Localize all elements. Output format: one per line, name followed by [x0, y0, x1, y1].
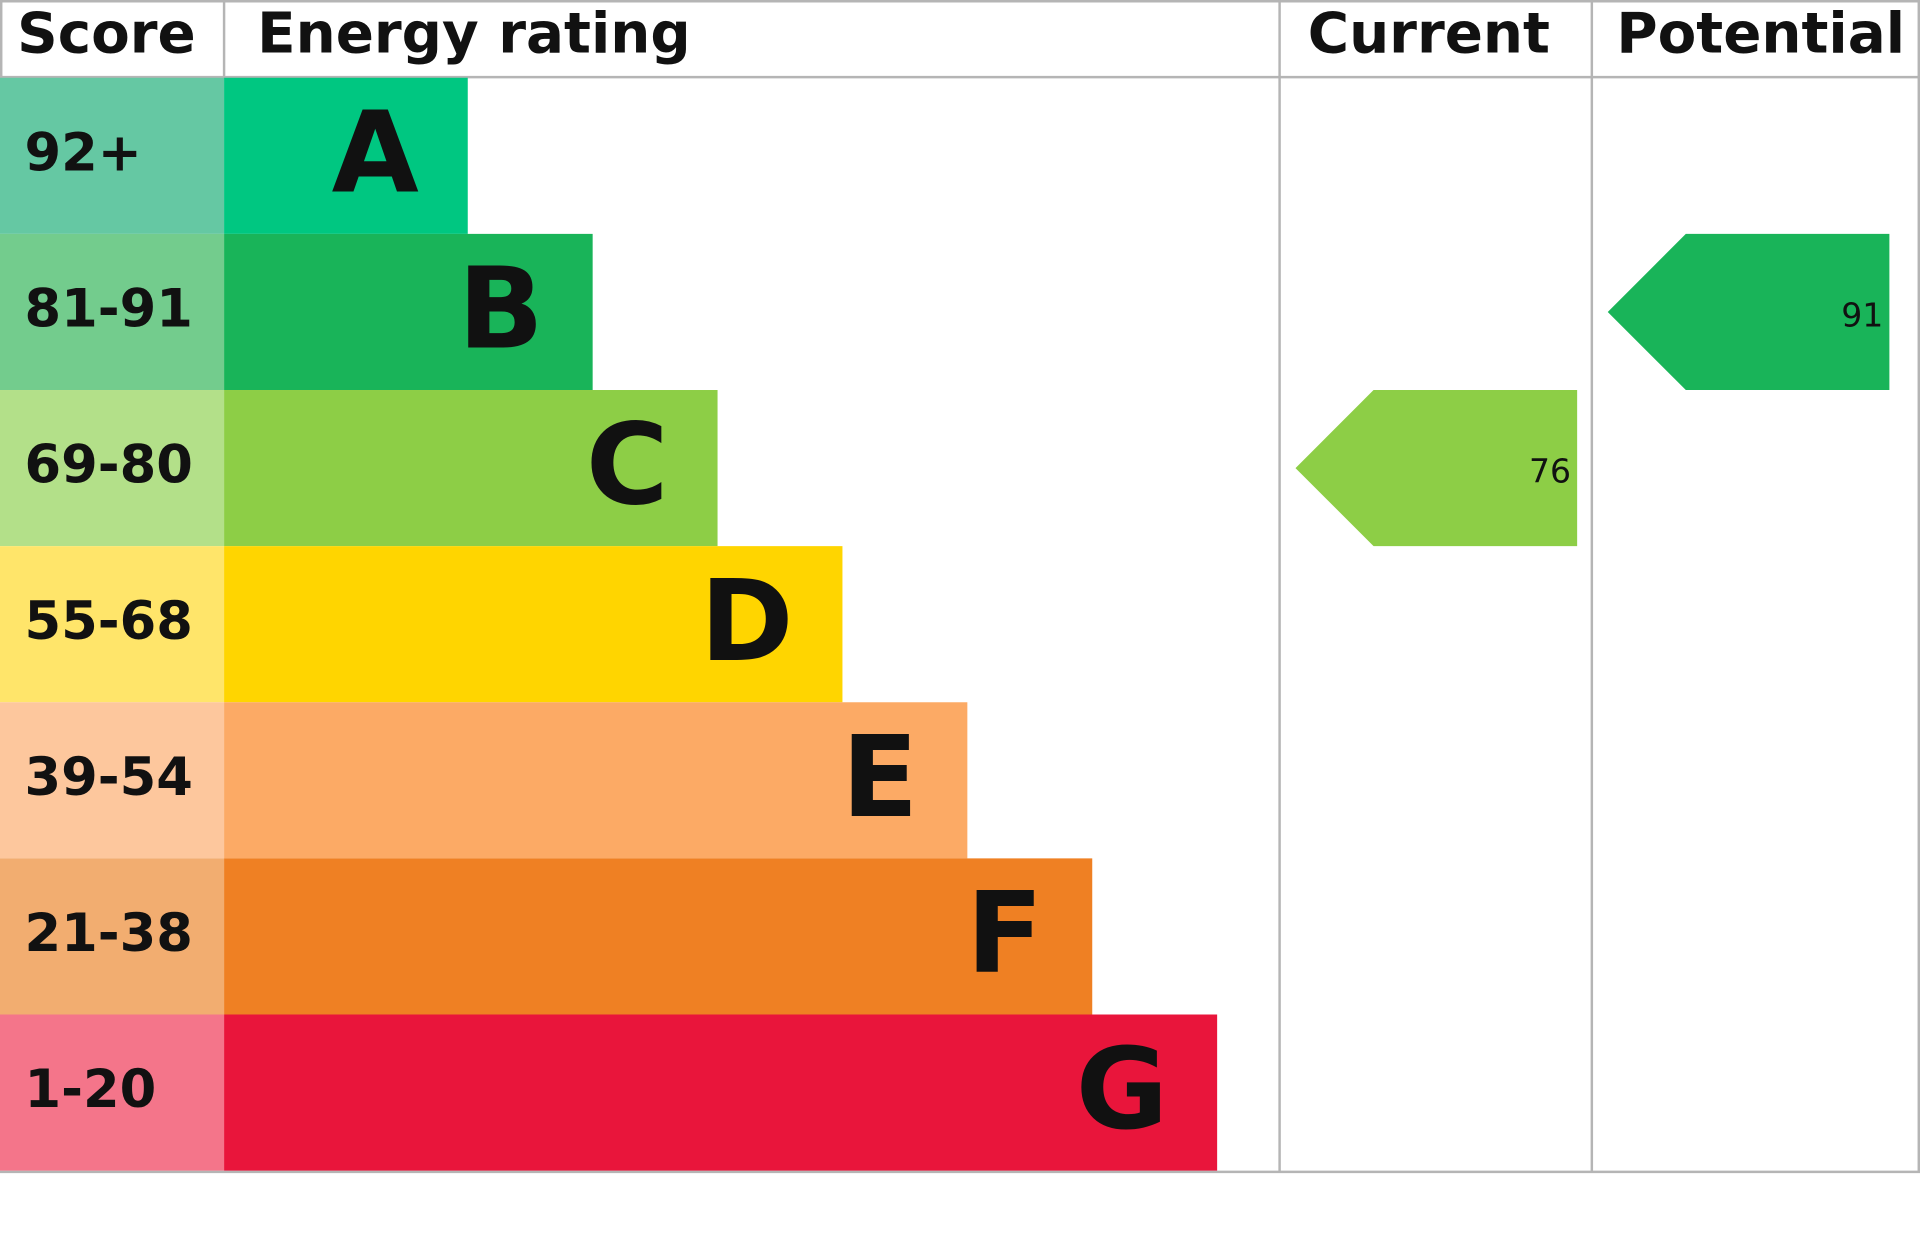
rating-bar	[224, 858, 1093, 1015]
rating-bar	[224, 1014, 1218, 1171]
score-cell	[0, 858, 225, 1015]
score-label: 1-20	[24, 1059, 156, 1120]
header: Score	[17, 1, 196, 66]
score-label: 69-80	[24, 435, 192, 496]
score-cell	[0, 702, 225, 859]
score-cell	[0, 390, 225, 547]
rating-bar	[224, 390, 718, 547]
rating-letter: C	[586, 399, 669, 531]
score-cell	[0, 77, 225, 234]
rating-letter: D	[700, 555, 794, 687]
rating-bar	[224, 77, 468, 234]
score-label: 39-54	[24, 747, 192, 808]
potential-arrow	[1607, 233, 1890, 391]
rating-letter: B	[458, 243, 544, 375]
header: Current	[1308, 1, 1550, 66]
score-label: 81-91	[24, 279, 192, 340]
rating-letter: A	[332, 86, 419, 218]
header: Energy rating	[257, 1, 691, 66]
rating-bar	[224, 233, 593, 391]
rating-letter: F	[966, 867, 1043, 999]
rating-letter: G	[1076, 1023, 1168, 1155]
rating-bar	[224, 546, 843, 703]
current-value: 76	[1529, 451, 1571, 490]
score-label: 21-38	[24, 903, 192, 964]
potential-value: 91	[1841, 295, 1883, 334]
score-cell	[0, 233, 225, 391]
score-cell	[0, 546, 225, 703]
rating-bar	[224, 702, 968, 859]
score-cell	[0, 1014, 225, 1171]
rating-letter: E	[841, 711, 918, 843]
header: Potential	[1616, 1, 1905, 66]
score-label: 92+	[24, 122, 141, 183]
score-label: 55-68	[24, 591, 192, 652]
current-arrow	[1295, 390, 1578, 547]
